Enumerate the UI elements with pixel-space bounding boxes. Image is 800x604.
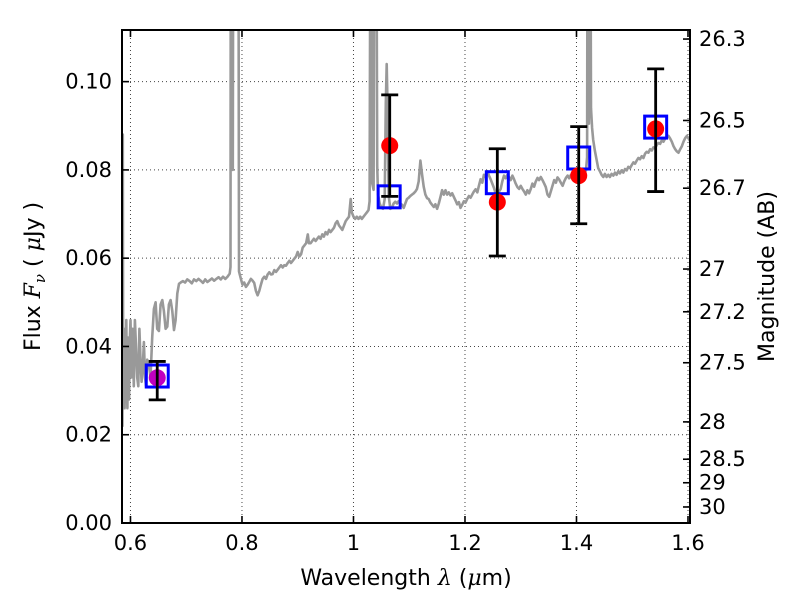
y-tick-label-right: 27	[699, 257, 726, 281]
x-tick-label: 1	[347, 531, 360, 555]
model-spectrum-line	[122, 30, 690, 428]
observed-photometry-circles	[381, 120, 665, 211]
x-axis-label: Wavelength λ (μm)	[300, 566, 511, 591]
y-tick-label-left: 0.02	[65, 423, 112, 447]
x-tick-label: 0.6	[114, 531, 147, 555]
y-tick-label-right: 28	[699, 410, 726, 434]
axis-ticks	[122, 30, 690, 524]
y-axis-label-right: Magnitude (AB)	[755, 191, 780, 362]
x-tick-label: 1.2	[448, 531, 481, 555]
grid-lines	[122, 30, 690, 523]
y-tick-label-right: 26.5	[699, 108, 746, 132]
y-tick-label-right: 26.7	[699, 176, 746, 200]
x-tick-label: 0.8	[225, 531, 258, 555]
y-tick-label-left: 0.08	[65, 158, 112, 182]
y-tick-label-right: 28.5	[699, 447, 746, 471]
y-tick-label-left: 0.10	[65, 70, 112, 94]
y-tick-label-right: 30	[699, 495, 726, 519]
y-axis-label-left: Flux Fν ( μJy )	[21, 202, 49, 351]
y-tick-label-right: 27.5	[699, 351, 746, 375]
y-tick-label-right: 27.2	[699, 300, 746, 324]
error-bars	[148, 67, 665, 402]
y-tick-label-left: 0.04	[65, 334, 112, 358]
y-tick-label-left: 0.06	[65, 246, 112, 270]
y-tick-label-right: 29	[699, 471, 726, 495]
y-tick-label-right: 26.3	[699, 27, 746, 51]
axes-box	[121, 29, 691, 524]
x-tick-label: 1.6	[671, 531, 704, 555]
x-tick-label: 1.4	[560, 531, 593, 555]
y-tick-label-left: 0.00	[65, 511, 112, 535]
